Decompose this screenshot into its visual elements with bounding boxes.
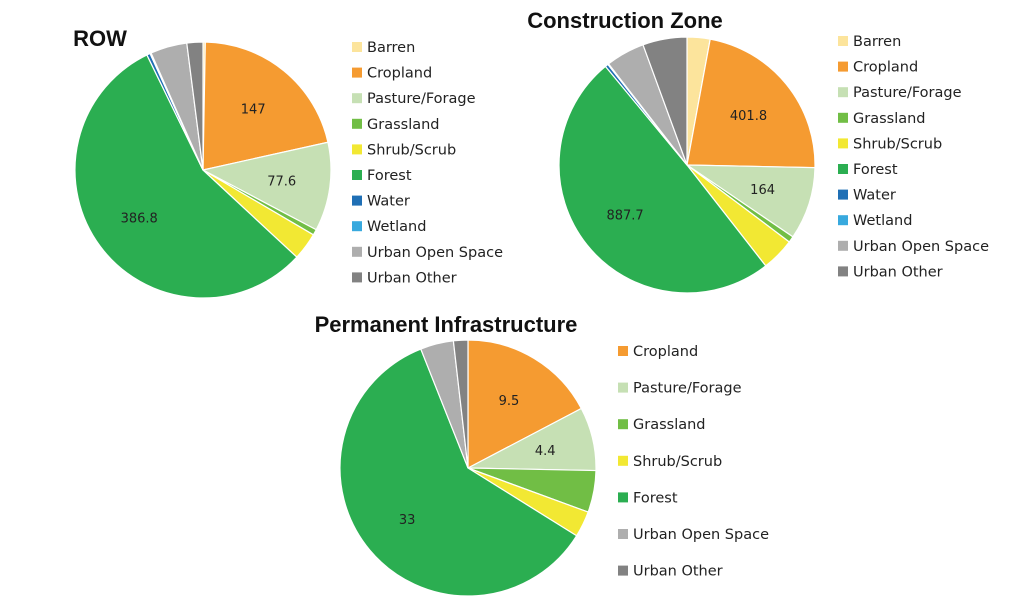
pie-slice-cropland bbox=[686, 38, 816, 169]
legend-swatch-forest bbox=[352, 170, 362, 180]
data-label-cropland: 9.5 bbox=[499, 394, 520, 409]
legend-item-shrub-scrub: Shrub/Scrub bbox=[367, 142, 456, 158]
legend-item-pasture-forage: Pasture/Forage bbox=[633, 381, 742, 397]
legend-swatch-water bbox=[838, 189, 848, 200]
data-label-cropland: 147 bbox=[241, 103, 266, 118]
legend-swatch-pasture-forage bbox=[838, 87, 848, 98]
pie-chart-row: ROW 147 77.6 386.8 Barren Cropland Pasture/For… bbox=[73, 26, 503, 299]
legend-item-cropland: Cropland bbox=[367, 66, 432, 82]
legend-swatch-cropland bbox=[618, 346, 628, 356]
legend-swatch-forest bbox=[838, 164, 848, 174]
chart-title: Permanent Infrastructure bbox=[315, 312, 578, 337]
legend-swatch-wetland bbox=[838, 215, 848, 226]
data-label-pasture-forage: 164 bbox=[750, 183, 775, 198]
legend-swatch-grassland bbox=[838, 112, 848, 123]
pie-slice-cropland bbox=[467, 339, 583, 469]
pie-chart-construction-zone: Construction Zone 401.8 164 887.7 Barren Crop… bbox=[527, 8, 989, 294]
legend-item-urban-open-space: Urban Open Space bbox=[853, 239, 989, 255]
pie-slice-forest bbox=[74, 54, 298, 299]
legend-swatch-grassland bbox=[618, 419, 628, 430]
legend-swatch-shrub-scrub bbox=[618, 455, 628, 466]
legend-item-barren: Barren bbox=[367, 40, 415, 56]
pie-slice-urban-other bbox=[452, 339, 469, 469]
legend-item-cropland: Cropland bbox=[853, 60, 918, 76]
legend-item-grassland: Grassland bbox=[633, 417, 706, 433]
pie-slice-cropland bbox=[202, 41, 329, 171]
legend-item-forest: Forest bbox=[853, 162, 898, 178]
pie-slice-pasture-forage bbox=[201, 141, 332, 231]
legend-swatch-cropland bbox=[352, 67, 362, 78]
legend-item-pasture-forage: Pasture/Forage bbox=[367, 91, 476, 107]
data-label-cropland: 401.8 bbox=[730, 109, 767, 124]
legend-item-forest: Forest bbox=[367, 168, 412, 184]
pie-slice-forest bbox=[558, 65, 767, 294]
pie-chart-permanent-infrastructure: Permanent Infrastructure 9.5 4.4 33 Cropland… bbox=[315, 312, 769, 597]
legend-item-shrub-scrub: Shrub/Scrub bbox=[853, 136, 942, 152]
pie-slice-forest bbox=[339, 348, 578, 597]
legend-swatch-shrub-scrub bbox=[838, 138, 848, 149]
pie-slice-urban-other bbox=[642, 36, 688, 166]
legend-item-water: Water bbox=[367, 194, 410, 210]
legend-swatch-barren bbox=[838, 36, 848, 46]
legend-item-forest: Forest bbox=[633, 490, 678, 506]
legend-item-grassland: Grassland bbox=[853, 111, 926, 127]
legend-item-wetland: Wetland bbox=[367, 219, 426, 235]
legend-item-urban-other: Urban Other bbox=[633, 564, 723, 580]
legend-swatch-wetland bbox=[352, 221, 362, 232]
legend-swatch-cropland bbox=[838, 61, 848, 72]
data-label-forest: 386.8 bbox=[121, 211, 158, 226]
legend-swatch-urban-open-space bbox=[838, 240, 848, 251]
data-label-forest: 33 bbox=[399, 513, 416, 528]
legend-item-urban-other: Urban Other bbox=[853, 264, 943, 280]
data-label-pasture-forage: 4.4 bbox=[535, 444, 556, 459]
legend-item-urban-open-space: Urban Open Space bbox=[367, 245, 503, 261]
legend-item-shrub-scrub: Shrub/Scrub bbox=[633, 454, 722, 470]
legend-item-urban-other: Urban Other bbox=[367, 270, 457, 286]
legend-item-wetland: Wetland bbox=[853, 213, 912, 229]
legend-item-urban-open-space: Urban Open Space bbox=[633, 527, 769, 543]
legend-item-water: Water bbox=[853, 188, 896, 204]
data-label-pasture-forage: 77.6 bbox=[267, 175, 296, 190]
legend-item-cropland: Cropland bbox=[633, 344, 698, 360]
legend-swatch-shrub-scrub bbox=[352, 144, 362, 155]
legend-swatch-pasture-forage bbox=[352, 93, 362, 104]
legend-swatch-urban-other bbox=[352, 272, 362, 283]
data-label-forest: 887.7 bbox=[606, 209, 643, 224]
legend-swatch-forest bbox=[618, 492, 628, 503]
legend-swatch-urban-open-space bbox=[618, 529, 628, 539]
legend-item-barren: Barren bbox=[853, 34, 901, 50]
legend-item-pasture-forage: Pasture/Forage bbox=[853, 85, 962, 101]
chart-title: ROW bbox=[73, 26, 127, 51]
pie-slice-urban-other bbox=[186, 41, 204, 171]
legend-item-grassland: Grassland bbox=[367, 117, 440, 133]
legend-swatch-barren bbox=[352, 42, 362, 52]
legend-swatch-water bbox=[352, 195, 362, 206]
chart-title: Construction Zone bbox=[527, 8, 723, 33]
legend-swatch-pasture-forage bbox=[618, 382, 628, 393]
legend-swatch-grassland bbox=[352, 118, 362, 129]
legend-swatch-urban-other bbox=[618, 565, 628, 576]
legend-swatch-urban-open-space bbox=[352, 246, 362, 257]
legend-swatch-urban-other bbox=[838, 266, 848, 277]
